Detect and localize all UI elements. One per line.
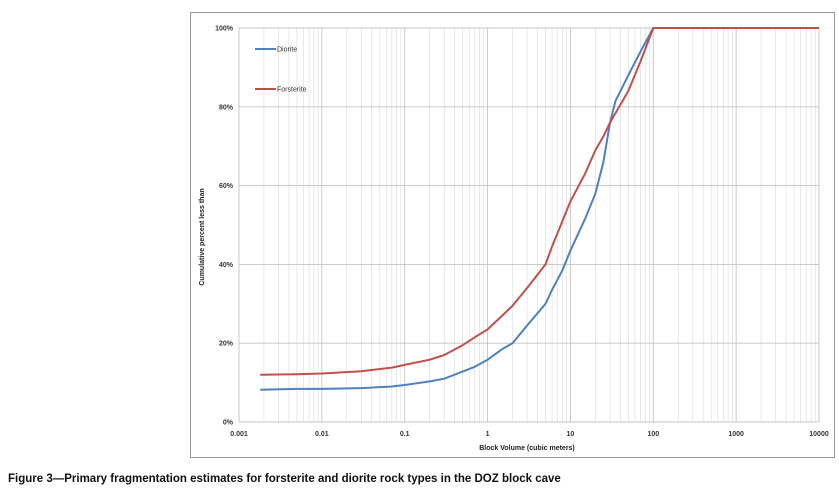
y-tick-label: 40%	[219, 262, 234, 269]
legend: Diorite Forsterite	[255, 47, 307, 94]
y-tick-label: 0%	[223, 420, 234, 427]
series-line-forsterite	[260, 27, 819, 376]
axes: 0% 20% 40% 60% 80% 100% 0.001 0.01 0.1 1 10 100 1000…	[215, 26, 829, 439]
x-tick-label: 10000	[809, 431, 829, 438]
grid	[238, 27, 820, 423]
x-tick-label: 0.01	[315, 431, 329, 438]
series-line-diorite	[260, 27, 819, 391]
x-tick-label: 1	[486, 431, 490, 438]
y-tick-label: 80%	[219, 104, 234, 111]
legend-label-forsterite: Forsterite	[277, 87, 307, 94]
x-tick-label: 0.001	[230, 431, 248, 438]
x-tick-label: 1000	[728, 431, 744, 438]
legend-label-diorite: Diorite	[277, 47, 297, 54]
y-axis-title: Cumulative percent less than	[199, 188, 206, 285]
x-axis-title: Block Volume (cubic meters)	[479, 445, 575, 452]
x-tick-label: 100	[647, 431, 659, 438]
x-tick-label: 10	[567, 431, 575, 438]
y-tick-label: 60%	[219, 183, 234, 190]
y-tick-label: 100%	[215, 26, 234, 33]
fragmentation-chart: 0% 20% 40% 60% 80% 100% 0.001 0.01 0.1 1 10 100 1000…	[199, 26, 829, 453]
y-tick-label: 20%	[219, 341, 234, 348]
figure-caption: Figure 3—Primary fragmentation estimates…	[8, 473, 561, 485]
chart-container: 0% 20% 40% 60% 80% 100% 0.001 0.01 0.1 1 10 100 1000…	[190, 12, 835, 458]
x-tick-label: 0.1	[400, 431, 410, 438]
series-lines	[260, 27, 819, 391]
